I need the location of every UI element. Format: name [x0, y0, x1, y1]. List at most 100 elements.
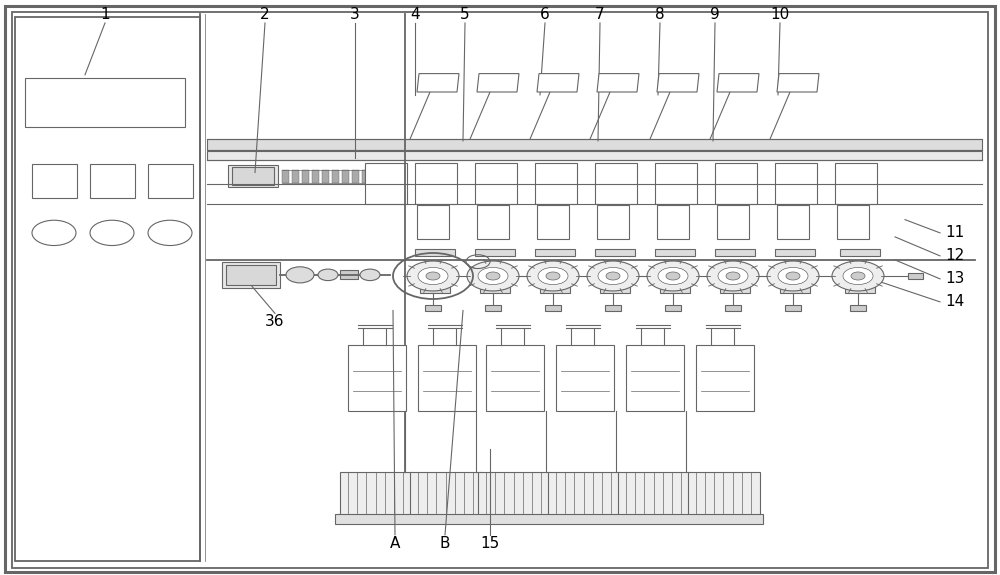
Text: 3: 3 [350, 7, 360, 22]
Circle shape [778, 267, 808, 285]
Polygon shape [477, 74, 519, 92]
Bar [845, 285, 875, 293]
Circle shape [538, 267, 568, 285]
Bar [540, 285, 570, 293]
Circle shape [286, 267, 314, 283]
Polygon shape [417, 74, 459, 92]
Bar [535, 163, 577, 204]
Bar [485, 305, 501, 310]
Bar [785, 305, 801, 310]
Text: 6: 6 [540, 7, 550, 22]
Bar [478, 472, 550, 518]
Bar [775, 163, 817, 204]
Bar [90, 164, 135, 198]
Bar [537, 205, 569, 239]
Bar [148, 164, 193, 198]
Bar [207, 151, 982, 160]
Circle shape [527, 261, 579, 291]
Circle shape [587, 261, 639, 291]
Bar [410, 472, 482, 518]
Circle shape [407, 261, 459, 291]
Bar [228, 165, 278, 187]
Circle shape [832, 261, 884, 291]
Bar [302, 170, 309, 183]
Bar [725, 305, 741, 310]
Polygon shape [657, 74, 699, 92]
Circle shape [786, 272, 800, 280]
Bar [717, 205, 749, 239]
Text: 2: 2 [260, 7, 270, 22]
Circle shape [851, 272, 865, 280]
Text: 12: 12 [945, 248, 964, 263]
Bar [25, 78, 185, 126]
Bar [837, 205, 869, 239]
Polygon shape [537, 74, 579, 92]
Bar [312, 170, 319, 183]
Bar [655, 249, 695, 256]
Text: 8: 8 [655, 7, 665, 22]
Bar [723, 273, 738, 279]
Text: 14: 14 [945, 294, 964, 309]
Bar [475, 249, 515, 256]
Bar [207, 19, 975, 559]
Bar [626, 345, 684, 411]
Bar [775, 249, 815, 256]
Bar [777, 205, 809, 239]
Bar [543, 273, 558, 279]
Bar [292, 170, 299, 183]
Circle shape [718, 267, 748, 285]
Text: 1: 1 [100, 7, 110, 22]
Bar [340, 270, 358, 279]
Bar [207, 139, 982, 150]
Bar [720, 285, 750, 293]
Bar [595, 249, 635, 256]
Bar [597, 205, 629, 239]
Bar [850, 305, 866, 310]
Text: 9: 9 [710, 7, 720, 22]
Bar [548, 472, 620, 518]
Bar [332, 170, 339, 183]
Text: A: A [390, 536, 400, 551]
Polygon shape [597, 74, 639, 92]
Bar [222, 262, 280, 288]
Bar [600, 285, 630, 293]
Circle shape [666, 272, 680, 280]
Bar [226, 264, 276, 285]
Bar [835, 163, 877, 204]
Bar [783, 273, 798, 279]
Bar [362, 170, 369, 183]
Bar [715, 163, 757, 204]
Circle shape [647, 261, 699, 291]
Text: 11: 11 [945, 225, 964, 240]
Bar [322, 170, 329, 183]
Circle shape [32, 220, 76, 246]
Bar [665, 305, 681, 310]
Bar [618, 472, 690, 518]
Text: 36: 36 [265, 315, 285, 329]
Circle shape [486, 272, 500, 280]
Bar [365, 163, 407, 204]
Bar [545, 305, 561, 310]
Bar [655, 163, 697, 204]
Bar [365, 167, 387, 186]
Bar [486, 345, 544, 411]
Bar [605, 305, 621, 310]
Circle shape [478, 267, 508, 285]
Circle shape [360, 269, 380, 281]
Bar [657, 205, 689, 239]
Text: 5: 5 [460, 7, 470, 22]
Circle shape [148, 220, 192, 246]
Bar [715, 249, 755, 256]
Circle shape [658, 267, 688, 285]
Bar [15, 17, 200, 561]
Bar [348, 345, 406, 411]
Circle shape [767, 261, 819, 291]
Circle shape [606, 272, 620, 280]
Bar [352, 170, 359, 183]
Circle shape [843, 267, 873, 285]
Text: 15: 15 [480, 536, 500, 551]
Bar [232, 167, 274, 185]
Bar [475, 163, 517, 204]
Circle shape [546, 272, 560, 280]
Circle shape [726, 272, 740, 280]
